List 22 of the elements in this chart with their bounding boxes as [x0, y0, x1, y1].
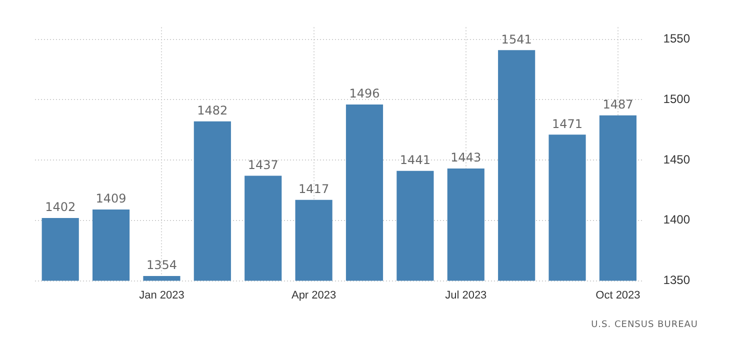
x-tick-label: Jul 2023: [445, 289, 487, 302]
data-label: 1402: [45, 200, 76, 214]
data-label: 1437: [248, 158, 278, 172]
data-label: 1417: [298, 182, 330, 196]
data-label: 1443: [450, 150, 482, 165]
y-tick-label: 1400: [663, 212, 690, 227]
x-tick-label: Oct 2023: [596, 289, 640, 302]
y-tick-label: 1550: [663, 32, 690, 46]
data-label: 1441: [400, 153, 430, 168]
x-tick-label: Jan 2023: [139, 289, 184, 302]
data-label: 1541: [501, 32, 532, 46]
data-label: 1482: [197, 104, 228, 118]
y-tick-label: 1450: [663, 152, 690, 166]
y-tick-label: 1500: [663, 92, 690, 106]
text: U.S. CENSUS BUREAU: [591, 320, 698, 330]
data-label: 1354: [146, 258, 178, 272]
x-tick-label: Apr 2023: [291, 289, 336, 302]
data-label: 1409: [96, 192, 126, 206]
data-label: 1496: [349, 86, 380, 101]
data-label: 1471: [552, 116, 583, 131]
y-tick-label: 1350: [663, 273, 690, 288]
data-label: 1487: [602, 97, 634, 112]
